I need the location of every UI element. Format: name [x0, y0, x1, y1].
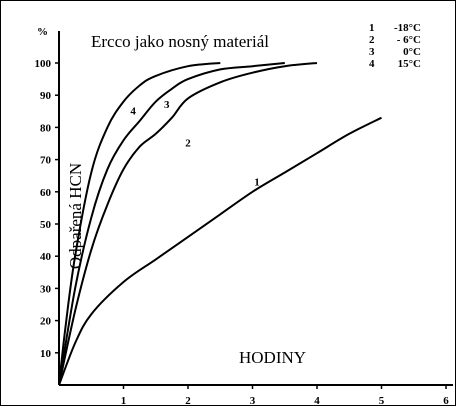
legend-key: 2	[369, 34, 375, 46]
y-tick-label: 30	[40, 283, 52, 295]
axes	[58, 31, 453, 386]
y-unit-label: %	[37, 26, 48, 38]
series-line-2	[58, 62, 318, 386]
legend-value: - 6°C	[397, 34, 421, 46]
series-label-3: 3	[164, 99, 170, 111]
series-lines	[58, 62, 382, 386]
y-tick-label: 80	[40, 122, 52, 134]
y-tick-label: 60	[40, 187, 52, 199]
x-tick-label: 1	[121, 395, 127, 407]
legend-value: 15°C	[398, 58, 421, 70]
legend-key: 3	[369, 46, 375, 58]
series-line-3	[58, 62, 285, 386]
series-label-4: 4	[130, 106, 136, 118]
y-tick-label: 90	[40, 90, 52, 102]
y-tick-label: 100	[35, 58, 52, 70]
y-ticks: 10 20 30 40 50 60 70 80 90 100	[35, 58, 59, 360]
series-labels: 1 2 3 4	[130, 99, 259, 188]
y-tick-label: 40	[40, 251, 52, 263]
y-axis-title: Odpařená HCN	[66, 163, 85, 269]
legend-key: 1	[369, 22, 375, 34]
x-ticks: 1 2 3 4 5 6	[121, 385, 449, 407]
x-tick-label: 6	[443, 395, 449, 407]
legend-key: 4	[369, 58, 375, 70]
x-tick-label: 5	[379, 395, 385, 407]
series-label-2: 2	[185, 138, 191, 150]
y-tick-label: 70	[40, 155, 52, 167]
y-tick-label: 50	[40, 219, 52, 231]
x-axis-title: HODINY	[239, 348, 306, 367]
series-line-4	[58, 62, 221, 386]
series-label-1: 1	[254, 176, 260, 188]
x-tick-label: 3	[250, 395, 256, 407]
x-tick-label: 4	[314, 395, 320, 407]
legend: 1 -18°C 2 - 6°C 3 0°C 4 15°C	[369, 22, 421, 70]
y-tick-label: 20	[40, 316, 52, 328]
chart-title: Ercco jako nosný materiál	[91, 32, 269, 51]
x-tick-label: 2	[185, 395, 191, 407]
legend-value: -18°C	[394, 22, 421, 34]
legend-value: 0°C	[403, 46, 421, 58]
series-line-1	[58, 116, 382, 386]
y-tick-label: 10	[40, 348, 52, 360]
